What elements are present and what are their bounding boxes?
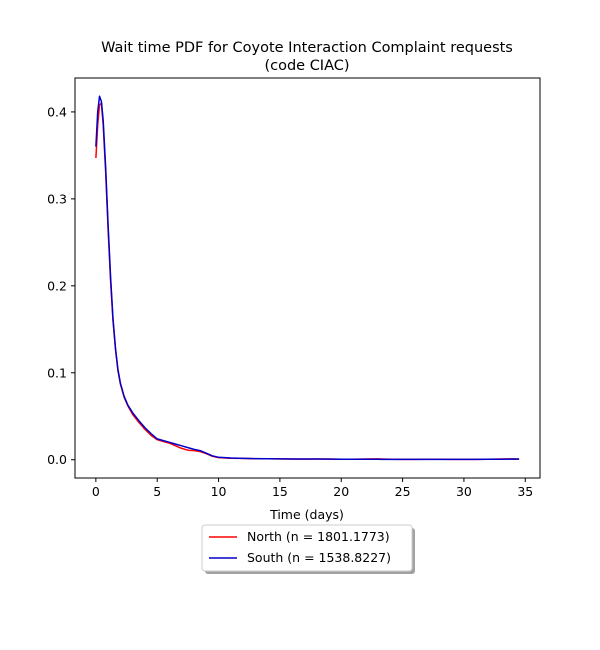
y-tick-label: 0.3 (47, 191, 67, 206)
chart-title-line2: (code CIAC) (264, 58, 349, 74)
x-axis-ticks: 0 5 10 15 20 25 30 35 (92, 478, 533, 499)
y-tick-label: 0.2 (47, 278, 67, 293)
plot-frame (74, 77, 541, 479)
x-tick-label: 35 (517, 484, 533, 499)
plot-lines (95, 95, 520, 461)
y-tick-label: 0.0 (47, 452, 67, 467)
series-line-south (95, 95, 520, 461)
x-tick-label: 0 (92, 484, 100, 499)
legend-label-south: South (n = 1538.8227) (247, 550, 391, 565)
legend-label-north: North (n = 1801.1773) (247, 529, 390, 544)
series-line-north (95, 102, 520, 461)
x-tick-label: 20 (333, 484, 349, 499)
x-axis-label: Time (days) (269, 507, 344, 522)
y-tick-label: 0.1 (47, 365, 67, 380)
y-tick-label: 0.4 (47, 104, 67, 119)
legend-box (201, 524, 413, 572)
legend: North (n = 1801.1773) South (n = 1538.82… (201, 524, 415, 574)
chart-title-line1: Wait time PDF for Coyote Interaction Com… (101, 40, 513, 56)
x-tick-label: 15 (272, 484, 288, 499)
y-axis-ticks: 0.0 0.1 0.2 0.3 0.4 (47, 104, 75, 467)
x-tick-label: 30 (456, 484, 472, 499)
x-tick-label: 10 (211, 484, 227, 499)
x-tick-label: 5 (153, 484, 161, 499)
x-tick-label: 25 (395, 484, 411, 499)
